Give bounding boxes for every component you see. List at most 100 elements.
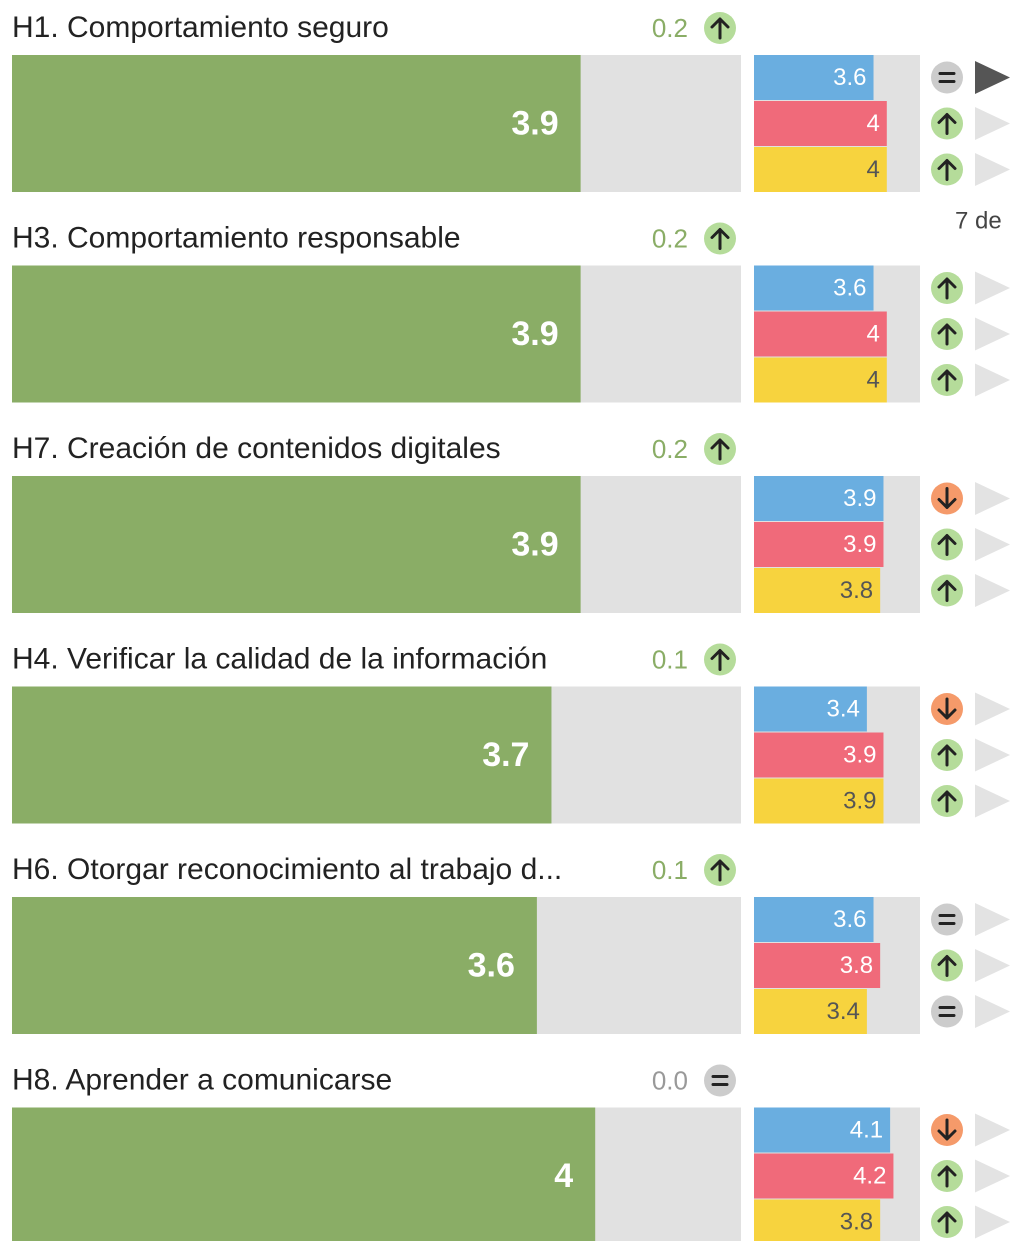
delta-label: 0.2 [652,13,688,43]
row-selector [975,317,1010,351]
trend-icon [704,433,736,465]
sub-value: 4.2 [853,1162,886,1189]
arrow-up [710,17,730,40]
arrow-up [937,113,957,135]
row-selector [975,363,1010,397]
trend-circle [704,1064,736,1097]
main-value: 3.9 [511,104,558,142]
row-selector [975,784,1010,818]
delta-label: 0.1 [652,644,688,674]
main-value: 4 [554,1157,573,1195]
sub-bar [754,1199,881,1241]
arrow-up [937,534,957,556]
row-selector [975,574,1010,607]
delta-label: 0.0 [652,1065,688,1095]
trend-icon [931,739,963,771]
trend-circle [931,903,963,936]
trend-icon [931,107,963,140]
sub-value: 3.6 [833,64,866,91]
row-selector [975,738,1010,772]
trend-icon [931,153,963,186]
row-selector [975,153,1010,186]
trend-icon [704,222,736,255]
arrow-down [937,487,957,509]
sub-bar [754,101,887,146]
trend-icon [931,1206,963,1238]
sub-value: 3.4 [827,695,860,722]
main-value: 3.9 [511,525,558,563]
arrow-up [937,790,957,813]
equal-sign [938,914,956,925]
arrow-down [937,697,957,720]
delta-label: 0.2 [652,223,688,253]
equal-sign [711,1075,729,1086]
trend-icon [931,61,963,94]
main-value: 3.7 [482,736,529,774]
trend-icon [931,785,963,817]
sub-value: 4.1 [850,1116,883,1143]
sub-value: 3.9 [843,787,876,814]
sub-bar [754,265,874,311]
sub-value: 3.9 [843,741,876,768]
sub-bar [754,989,867,1034]
arrow-up [937,159,957,181]
sub-value: 4 [866,156,879,183]
row-selector [975,692,1010,726]
row-selector [975,528,1010,561]
trend-circle [931,995,963,1028]
main-bar [12,686,552,824]
item-title: H7. Creación de contenidos digitales [12,432,501,465]
trend-icon [931,1114,963,1146]
item-title: H8. Aprender a comunicarse [12,1063,392,1096]
arrow-up [937,955,957,977]
row-selector [975,1113,1010,1147]
main-bar [12,265,581,403]
sub-bar [754,686,867,732]
trend-icon [704,854,736,886]
sub-value: 3.8 [840,952,873,979]
sub-value: 3.9 [843,485,876,512]
arrow-up [710,438,730,461]
equal-sign [938,1006,956,1017]
sub-bar [754,943,881,988]
arrow-up [710,649,730,671]
sub-value: 3.4 [827,998,860,1025]
sub-value: 3.6 [833,906,866,933]
sub-bar [754,897,874,942]
arrow-up [937,323,957,346]
trend-icon [931,528,963,561]
arrow-up [937,369,957,392]
sub-value: 3.8 [840,1208,873,1235]
delta-label: 0.1 [652,855,688,885]
trend-icon [704,643,736,676]
sub-bar [754,568,881,613]
sub-bar [754,732,884,778]
item-title: H4. Verificar la calidad de la informaci… [12,642,547,675]
row-selector [975,1205,1010,1239]
trend-icon [931,318,963,350]
row-selector [975,949,1010,982]
trend-icon [931,903,963,936]
sub-bar [754,1107,891,1153]
sub-value: 4 [866,320,879,347]
arrow-up [937,744,957,767]
main-value: 3.6 [468,946,515,984]
delta-label: 0.2 [652,434,688,464]
arrow-up [937,277,957,300]
row-selector [975,995,1010,1028]
trend-icon [931,1160,963,1192]
sub-bar [754,522,884,567]
arrow-up [710,228,730,250]
row-selector [975,271,1010,305]
trend-icon [931,693,963,725]
trend-icon [704,1064,736,1097]
sub-bar [754,55,874,100]
item-title: H1. Comportamiento seguro [12,11,389,44]
trend-icon [931,364,963,396]
note: 7 de [955,207,1002,234]
trend-icon [931,272,963,304]
row-selector [975,903,1010,936]
sub-value: 3.8 [840,577,873,604]
sub-value: 3.9 [843,531,876,558]
